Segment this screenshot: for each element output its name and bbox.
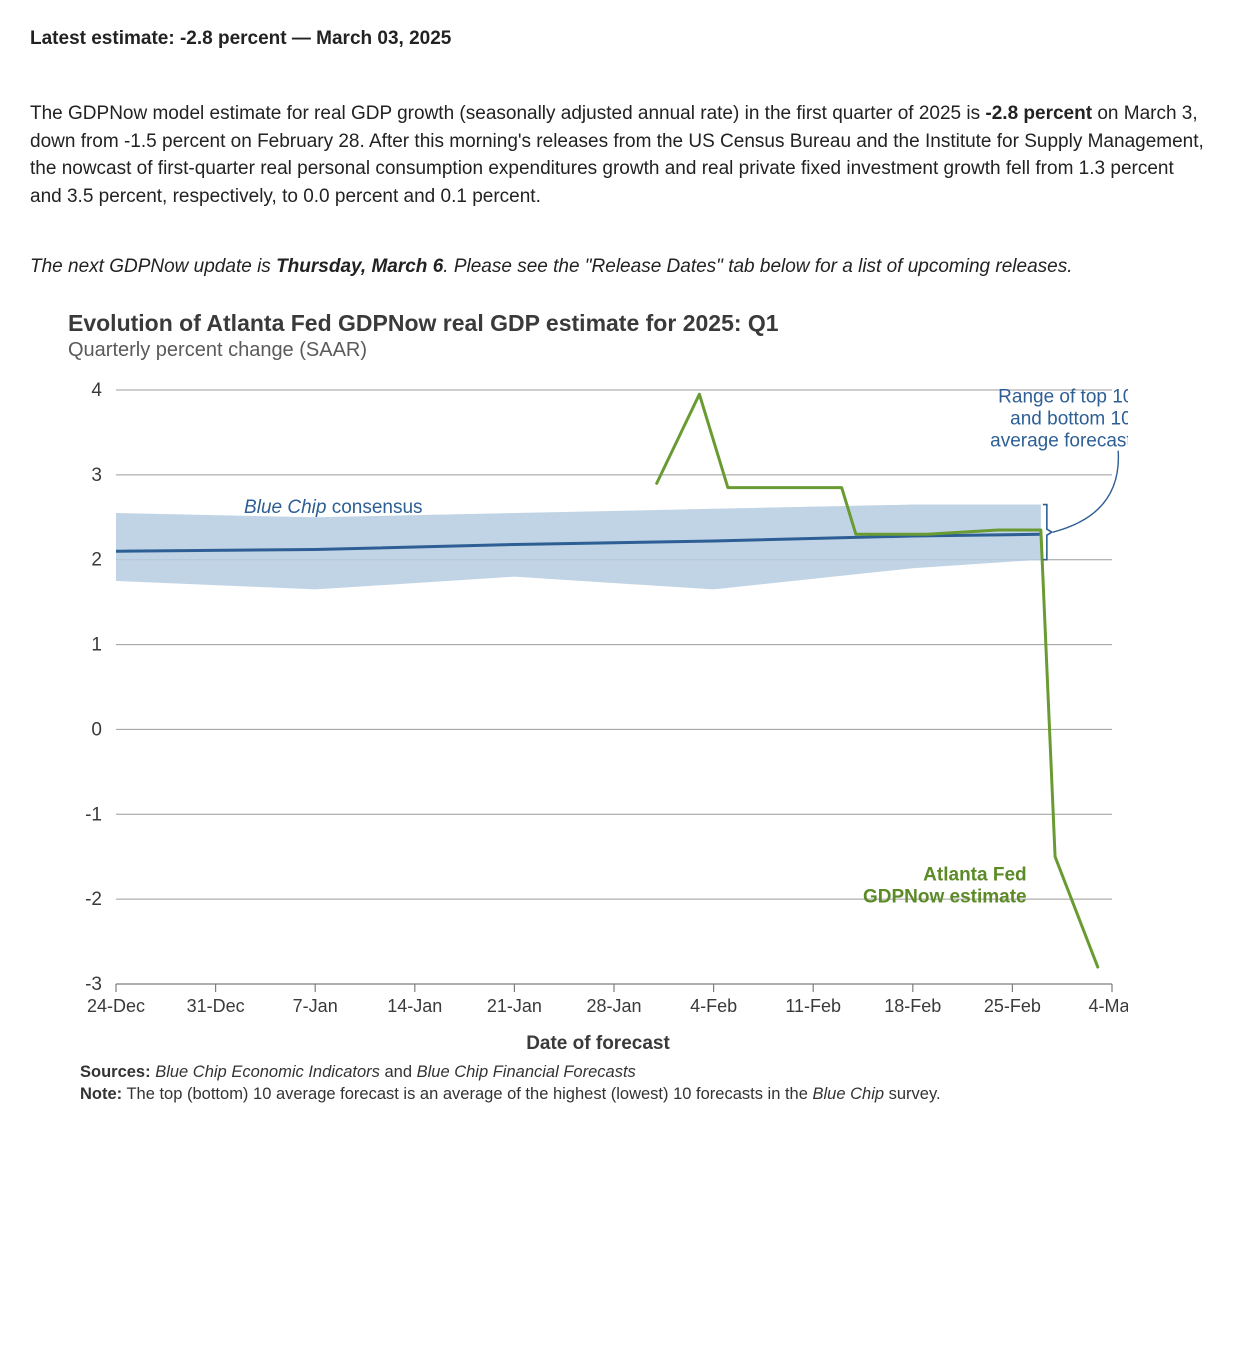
chart-subtitle: Quarterly percent change (SAAR)	[68, 339, 1208, 362]
body-pre: The GDPNow model estimate for real GDP g…	[30, 103, 985, 124]
chart-sources-note: Sources: Blue Chip Economic Indicators a…	[80, 1061, 1040, 1106]
svg-text:24-Dec: 24-Dec	[87, 996, 145, 1016]
note-post: survey.	[884, 1085, 941, 1103]
next-update-pre: The next GDPNow update is	[30, 256, 276, 277]
svg-text:31-Dec: 31-Dec	[187, 996, 245, 1016]
body-paragraph: The GDPNow model estimate for real GDP g…	[30, 100, 1208, 210]
chart-title: Evolution of Atlanta Fed GDPNow real GDP…	[68, 310, 1208, 337]
svg-text:GDPNow estimate: GDPNow estimate	[863, 887, 1027, 908]
svg-text:28-Jan: 28-Jan	[586, 996, 641, 1016]
svg-text:3: 3	[91, 465, 102, 486]
svg-text:4-Feb: 4-Feb	[690, 996, 737, 1016]
chart-svg: 4 3 2 1 0 -1 -2 -324-Dec 31-Dec 7-Jan 14-Jan 21-Jan…	[68, 382, 1128, 1022]
svg-text:-1: -1	[85, 804, 102, 825]
chart-container: Evolution of Atlanta Fed GDPNow real GDP…	[68, 310, 1208, 1106]
next-update-paragraph: The next GDPNow update is Thursday, Marc…	[30, 256, 1208, 278]
next-update-bold: Thursday, March 6	[276, 256, 443, 277]
sources-mid: and	[380, 1063, 417, 1081]
svg-text:0: 0	[91, 720, 102, 741]
svg-text:7-Jan: 7-Jan	[293, 996, 338, 1016]
svg-text:-2: -2	[85, 889, 102, 910]
svg-text:2: 2	[91, 550, 102, 571]
svg-text:and bottom 10: and bottom 10	[1010, 409, 1128, 430]
note-pre: The top (bottom) 10 average forecast is …	[122, 1085, 812, 1103]
svg-text:14-Jan: 14-Jan	[387, 996, 442, 1016]
svg-text:Blue Chip consensus: Blue Chip consensus	[244, 497, 423, 518]
svg-text:average forecasts: average forecasts	[990, 431, 1128, 452]
next-update-post: . Please see the "Release Dates" tab bel…	[443, 256, 1072, 277]
svg-text:Atlanta Fed: Atlanta Fed	[923, 865, 1026, 886]
svg-text:Range of top 10: Range of top 10	[998, 387, 1128, 408]
note-label: Note:	[80, 1085, 122, 1103]
headline: Latest estimate: -2.8 percent — March 03…	[30, 28, 1208, 50]
svg-text:11-Feb: 11-Feb	[785, 996, 841, 1016]
chart-xaxis-label: Date of forecast	[68, 1033, 1128, 1055]
svg-text:4-Mar: 4-Mar	[1088, 996, 1128, 1016]
svg-text:25-Feb: 25-Feb	[984, 996, 1041, 1016]
svg-text:18-Feb: 18-Feb	[884, 996, 941, 1016]
svg-text:4: 4	[91, 382, 102, 401]
sources-label: Sources:	[80, 1063, 151, 1081]
body-bold-value: -2.8 percent	[985, 103, 1092, 124]
svg-text:21-Jan: 21-Jan	[487, 996, 542, 1016]
svg-text:-3: -3	[85, 974, 102, 995]
sources-ital2: Blue Chip Financial Forecasts	[417, 1063, 636, 1081]
svg-text:1: 1	[91, 635, 102, 656]
sources-ital1: Blue Chip Economic Indicators	[151, 1063, 380, 1081]
note-ital: Blue Chip	[813, 1085, 885, 1103]
